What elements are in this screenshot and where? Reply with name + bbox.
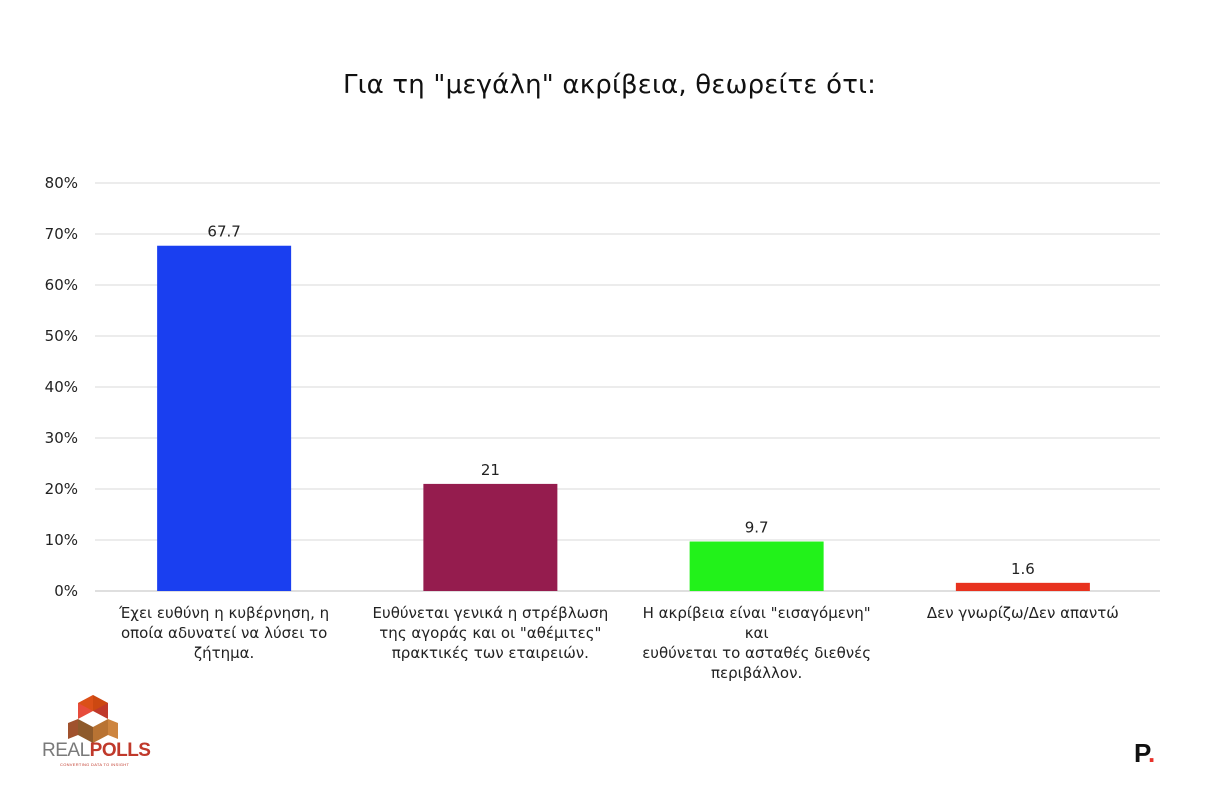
y-tick-label: 10% bbox=[45, 531, 78, 549]
bar bbox=[689, 541, 824, 591]
category-label: Ευθύνεται γενικά η στρέβλωση της αγοράς κ… bbox=[365, 603, 615, 663]
category-label-line: ζήτημα. bbox=[193, 644, 255, 662]
category-label-line: Η ακρίβεια είναι "εισαγόμενη" και bbox=[642, 604, 871, 642]
category-label-line: περιβάλλον. bbox=[710, 664, 803, 682]
realpolls-tagline: CONVERTING DATA TO INSIGHT bbox=[60, 762, 130, 767]
data-label: 67.7 bbox=[207, 223, 240, 241]
publisher-logo: P. bbox=[1134, 738, 1156, 768]
y-tick-label: 20% bbox=[45, 480, 78, 498]
y-tick-label: 50% bbox=[45, 327, 78, 345]
category-label-line: Έχει ευθύνη η κυβέρνηση, η bbox=[119, 604, 330, 622]
y-tick-label: 70% bbox=[45, 225, 78, 243]
realpolls-logo-text: REALPOLLS bbox=[42, 740, 151, 761]
bar bbox=[157, 245, 292, 592]
category-label-line: Ευθύνεται γενικά η στρέβλωση bbox=[372, 604, 609, 622]
bar bbox=[955, 582, 1090, 591]
category-label-line: Δεν γνωρίζω/Δεν απαντώ bbox=[926, 604, 1119, 622]
category-label-line: της αγοράς και οι "αθέμιτες" bbox=[379, 624, 602, 642]
y-tick-label: 60% bbox=[45, 276, 78, 294]
y-tick-label: 40% bbox=[45, 378, 78, 396]
y-tick-label: 80% bbox=[45, 174, 78, 192]
category-label-line: οποία αδυνατεί να λύσει το bbox=[120, 624, 328, 642]
data-label: 21 bbox=[481, 461, 500, 479]
category-label-line: ευθύνεται το ασταθές διεθνές bbox=[642, 644, 872, 662]
category-label-line: πρακτικές των εταιρειών. bbox=[391, 644, 589, 662]
y-tick-label: 0% bbox=[54, 582, 78, 600]
category-label: Δεν γνωρίζω/Δεν απαντώ bbox=[898, 603, 1148, 623]
chart-title: Για τη "μεγάλη" ακρίβεια, θεωρείτε ότι: bbox=[342, 70, 877, 100]
category-label: Η ακρίβεια είναι "εισαγόμενη" και ευθύνετ… bbox=[632, 603, 882, 683]
category-label: Έχει ευθύνη η κυβέρνηση, η οποία αδυνατεί… bbox=[99, 603, 349, 663]
data-label: 9.7 bbox=[745, 519, 769, 537]
y-tick-label: 30% bbox=[45, 429, 78, 447]
data-label: 1.6 bbox=[1011, 560, 1035, 578]
realpolls-logo-icon bbox=[68, 695, 118, 743]
bar bbox=[423, 483, 558, 591]
